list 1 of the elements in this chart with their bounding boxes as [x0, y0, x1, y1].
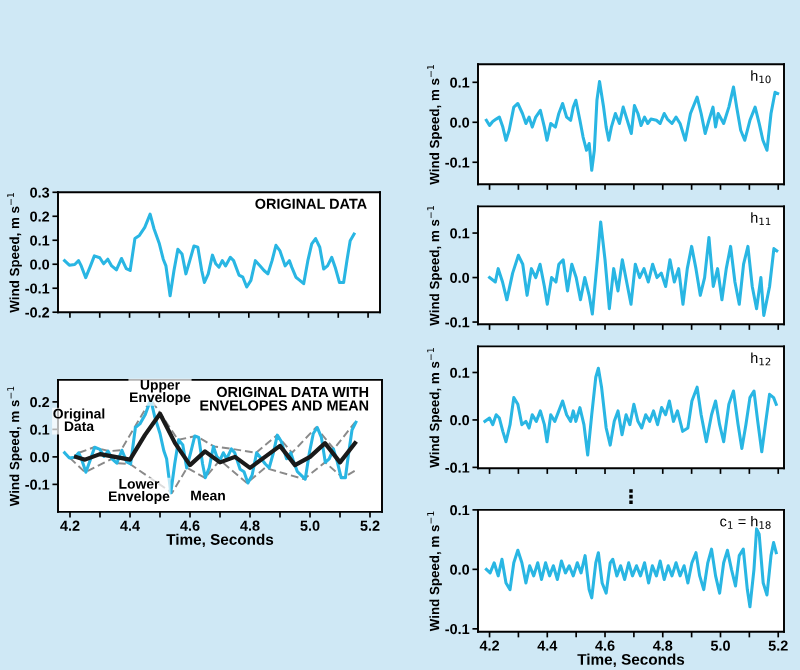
text: ⋮	[629, 489, 633, 505]
